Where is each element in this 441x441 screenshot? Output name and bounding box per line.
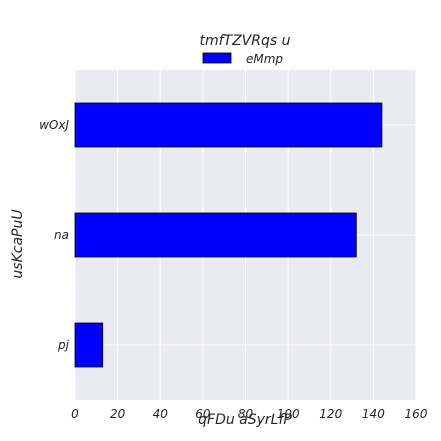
x-tick-labels: 0 20 40 60 80 100 120 140 160 bbox=[71, 407, 428, 421]
x-tick-label: 40 bbox=[153, 407, 169, 421]
bars bbox=[74, 102, 383, 368]
legend-swatch bbox=[202, 52, 232, 64]
x-tick-label: 80 bbox=[238, 407, 254, 421]
bar-wOxJ bbox=[74, 102, 383, 148]
x-tick-label: 60 bbox=[195, 407, 211, 421]
y-tick-label: na bbox=[54, 228, 69, 242]
legend-entry: eMmp bbox=[246, 52, 283, 66]
x-tick-label: 20 bbox=[110, 407, 126, 421]
legend: tmfTZVRqs u eMmp bbox=[199, 33, 290, 66]
y-tick-label: wOxJ bbox=[39, 118, 69, 132]
bar-na bbox=[74, 212, 357, 258]
x-axis-label: qFDu aSyrLfP bbox=[198, 412, 292, 428]
x-tick-label: 100 bbox=[277, 407, 300, 421]
bar-pj bbox=[74, 322, 104, 368]
y-axis-label: usKcaPuU bbox=[10, 209, 26, 278]
legend-title: tmfTZVRqs u bbox=[199, 33, 290, 49]
x-tick-label: 140 bbox=[362, 407, 385, 421]
y-tick-label: pj bbox=[57, 338, 70, 352]
y-tick-labels: pj na wOxJ bbox=[39, 118, 70, 352]
x-tick-label: 160 bbox=[405, 407, 428, 421]
x-tick-label: 0 bbox=[71, 407, 79, 421]
x-tick-label: 120 bbox=[319, 407, 342, 421]
